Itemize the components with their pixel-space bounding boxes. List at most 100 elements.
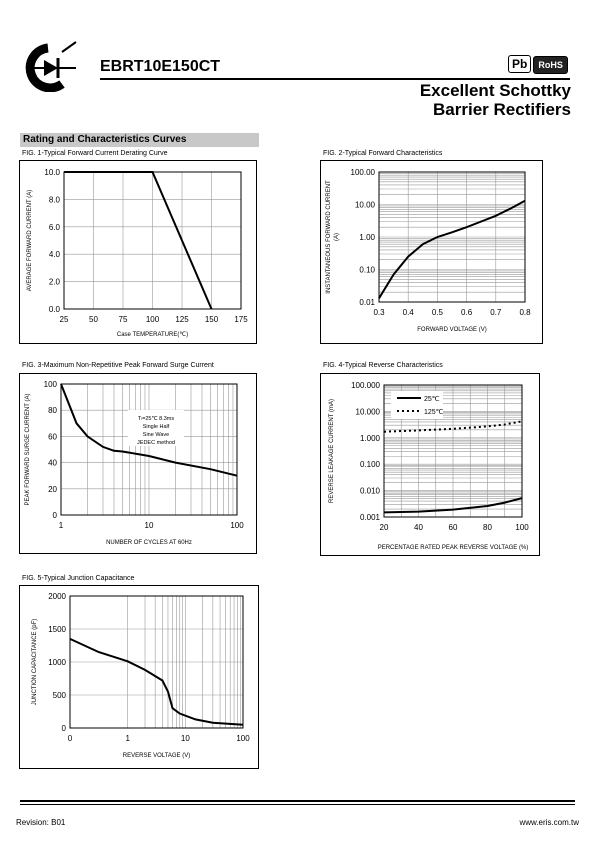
y-tick-label: 6.0 <box>49 223 61 232</box>
pb-free-badge: Pb <box>508 55 532 73</box>
y-tick-label: 1.00 <box>359 233 375 242</box>
y-axis-label: JUNCTION CAPACITANCE (pF) <box>32 619 38 705</box>
fig1-chart: 25 50 75 100 125 150 175 0.0 2.0 4.0 6.0 8.0 10.0 Cas… <box>19 160 257 344</box>
x-tick-label: 1 <box>125 734 130 743</box>
y-tick-label: 100.000 <box>351 381 380 390</box>
series-line-1 <box>383 497 523 514</box>
footer-rule <box>20 800 575 802</box>
header-rule <box>100 78 570 80</box>
footer-rule-thin <box>20 804 575 805</box>
fig1-caption: FIG. 1-Typical Forward Current Derating … <box>22 150 168 157</box>
note-background <box>128 410 184 446</box>
compliance-badges: Pb RoHS <box>506 55 568 74</box>
x-tick-label: 175 <box>234 315 248 324</box>
y-tick-label: 4.0 <box>49 250 61 259</box>
company-logo <box>25 41 77 92</box>
y-axis-label: AVERAGE FORWARD CURRENT (A) <box>27 190 33 291</box>
title-line2: Barrier Rectifiers <box>433 100 571 119</box>
x-tick-label: 0.5 <box>432 308 444 317</box>
x-tick-label: 10 <box>145 521 154 530</box>
part-number: EBRT10E150CT <box>100 58 221 75</box>
fig4-caption: FIG. 4-Typical Reverse Characteristics <box>323 362 443 369</box>
series-line-1 <box>378 199 526 299</box>
y-tick-label: 0 <box>53 511 58 520</box>
series-line-1 <box>69 637 244 726</box>
y-tick-label: 2.0 <box>49 278 61 287</box>
y-tick-label: 0.0 <box>49 305 61 314</box>
chart-note-line: Tₗ=25℃ 8.3ms <box>138 416 175 422</box>
y-tick-label: 0.10 <box>359 266 375 275</box>
x-tick-label: 0.6 <box>461 308 473 317</box>
x-axis-label: Case TEMPERATURE(℃) <box>117 332 188 338</box>
section-title: Rating and Characteristics Curves <box>20 133 259 147</box>
fig3-chart: 1 10 100 0 20 40 60 80 100 NUMBER OF CYCLES AT 60… <box>19 373 257 554</box>
fig3-caption: FIG. 3-Maximum Non-Repetitive Peak Forwa… <box>22 362 214 369</box>
fig2-caption: FIG. 2-Typical Forward Characteristics <box>323 150 443 157</box>
x-tick-label: 100 <box>515 523 529 532</box>
x-tick-label: 80 <box>483 523 492 532</box>
series-line-2 <box>383 420 523 433</box>
y-tick-label: 60 <box>48 432 57 441</box>
series-line-1 <box>60 383 238 477</box>
y-tick-label: 1500 <box>48 625 66 634</box>
fig2-chart: 0.3 0.4 0.5 0.6 0.7 0.8 0.01 0.10 1.00 10.00 100.0… <box>320 160 543 344</box>
x-tick-label: 1 <box>59 521 64 530</box>
plot-frame <box>69 595 244 729</box>
x-tick-label: 0.3 <box>373 308 385 317</box>
y-tick-label: 0.001 <box>360 513 381 522</box>
y-axis-label: REVERSE LEAKAGE CURRENT (mA) <box>329 399 335 503</box>
y-tick-label: 0.010 <box>360 487 381 496</box>
y-tick-label: 100.00 <box>351 168 376 177</box>
y-axis-label-2: (A) <box>334 233 340 241</box>
legend-label: 25℃ <box>424 396 440 403</box>
x-tick-label: 100 <box>146 315 160 324</box>
x-tick-label: 20 <box>380 523 389 532</box>
y-tick-label: 10.000 <box>356 407 381 416</box>
x-tick-label: 10 <box>181 734 190 743</box>
y-tick-label: 8.0 <box>49 195 61 204</box>
x-axis-label: FORWARD VOLTAGE (V) <box>417 327 486 333</box>
y-tick-label: 10.0 <box>44 168 60 177</box>
y-tick-label: 20 <box>48 485 57 494</box>
x-tick-label: 50 <box>89 315 98 324</box>
fig5-chart: 0 1 10 100 0 500 1000 1500 2000 REVERSE VOLTAGE (… <box>19 585 259 769</box>
y-tick-label: 40 <box>48 459 57 468</box>
x-tick-label: 100 <box>236 734 250 743</box>
x-tick-label: 0 <box>68 734 73 743</box>
x-tick-label: 0.8 <box>519 308 531 317</box>
x-tick-label: 150 <box>205 315 219 324</box>
chart-note-line: Single Half <box>143 424 170 430</box>
series-line-1 <box>64 171 213 310</box>
x-tick-label: 0.7 <box>490 308 502 317</box>
x-tick-label: 125 <box>175 315 189 324</box>
x-axis-label: REVERSE VOLTAGE (V) <box>123 753 190 759</box>
title-line1: Excellent Schottky <box>419 81 571 100</box>
plot-frame <box>383 384 523 518</box>
fig5-caption: FIG. 5-Typical Junction Capacitance <box>22 575 135 582</box>
chart-note-line: JEDEC method <box>137 440 175 446</box>
y-tick-label: 1000 <box>48 658 66 667</box>
plot-frame <box>378 171 526 303</box>
y-tick-label: 0 <box>62 724 67 733</box>
y-tick-label: 80 <box>48 406 57 415</box>
x-tick-label: 60 <box>449 523 458 532</box>
x-tick-label: 40 <box>414 523 423 532</box>
y-tick-label: 10.00 <box>355 201 376 210</box>
y-tick-label: 0.100 <box>360 460 381 469</box>
y-tick-label: 1.000 <box>360 434 381 443</box>
x-axis-label: PERCENTAGE RATED PEAK REVERSE VOLTAGE (%… <box>378 545 529 551</box>
y-axis-label: INSTANTANEOUS FORWARD CURRENT <box>326 180 332 294</box>
y-axis-label: PEAK FORWARD SURGE CURRENT (A) <box>25 394 31 506</box>
y-tick-label: 2000 <box>48 592 66 601</box>
x-tick-label: 0.4 <box>403 308 415 317</box>
legend-label: 125℃ <box>424 409 444 416</box>
legend-background <box>391 391 443 419</box>
revision-label: Revision: B01 <box>16 818 66 827</box>
chart-note-line: Sine Wave <box>143 432 169 438</box>
x-tick-label: 25 <box>60 315 69 324</box>
x-axis-label: NUMBER OF CYCLES AT 60Hz <box>106 540 192 546</box>
plot-frame <box>60 383 238 516</box>
fig4-chart: 20 40 60 80 100 0.001 0.010 0.100 1.000 10.000 100… <box>320 373 540 556</box>
website-link[interactable]: www.eris.com.tw <box>519 818 579 827</box>
x-tick-label: 100 <box>230 521 244 530</box>
